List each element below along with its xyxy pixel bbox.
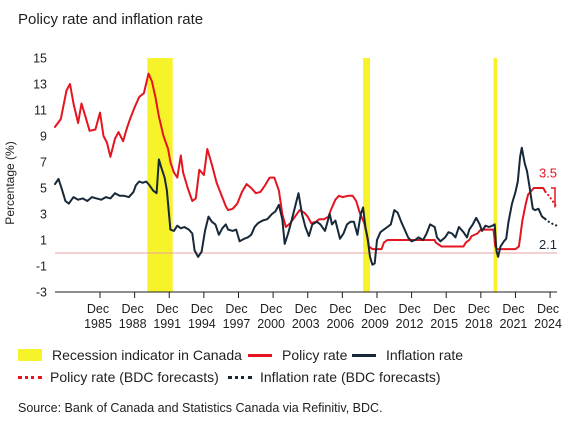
recession-band <box>147 58 173 292</box>
x-tick-label-month: Dec <box>225 302 247 316</box>
legend-recession-label: Recession indicator in Canada <box>52 347 242 363</box>
legend-policy: Policy rate <box>248 347 347 363</box>
inflation-rate-bdc-forecasts-line <box>544 218 559 227</box>
y-tick-label: 13 <box>33 78 47 92</box>
chart-plot: 15131197531-1-3Dec1985Dec1988Dec1991Dec1… <box>3 52 562 332</box>
x-tick-label-month: Dec <box>122 302 144 316</box>
x-tick-label-year: 2021 <box>500 317 528 331</box>
y-axis-label: Percentage (%) <box>3 141 17 224</box>
legend-recession: Recession indicator in Canada <box>18 347 242 363</box>
x-tick-label-month: Dec <box>398 302 420 316</box>
x-tick-label-year: 2000 <box>257 317 285 331</box>
inflation-forecast-swatch <box>228 375 252 379</box>
x-tick-label-month: Dec <box>191 302 213 316</box>
y-tick-label: 9 <box>40 130 47 144</box>
legend-inflation: Inflation rate <box>352 347 463 363</box>
policy-rate-line <box>54 72 547 251</box>
x-tick-label-year: 1988 <box>119 317 147 331</box>
x-tick-label-year: 2024 <box>534 317 562 331</box>
policy-swatch <box>248 353 272 357</box>
x-tick-label-month: Dec <box>260 302 282 316</box>
x-tick-label-month: Dec <box>364 302 386 316</box>
x-tick-label-year: 1997 <box>223 317 251 331</box>
y-tick-label: 7 <box>40 156 47 170</box>
x-tick-label-year: 1991 <box>153 317 181 331</box>
x-tick-label-year: 2018 <box>465 317 493 331</box>
source-note: Source: Bank of Canada and Statistics Ca… <box>18 401 383 415</box>
forecast-value-label: 3.5 <box>539 165 557 180</box>
forecast-value-label: 2.1 <box>539 237 557 252</box>
legend-inflation-forecast-label: Inflation rate (BDC forecasts) <box>260 369 441 385</box>
x-tick-label-month: Dec <box>87 302 109 316</box>
x-tick-label-year: 2003 <box>292 317 320 331</box>
y-tick-label: 11 <box>34 104 47 118</box>
x-tick-label-month: Dec <box>468 302 490 316</box>
y-tick-label: 3 <box>40 208 47 222</box>
y-tick-label: 5 <box>40 182 47 196</box>
x-tick-label-year: 1985 <box>84 317 112 331</box>
recession-band <box>493 58 497 292</box>
legend-policy-label: Policy rate <box>282 347 348 363</box>
y-tick-label: -3 <box>36 286 47 300</box>
x-tick-label-month: Dec <box>156 302 178 316</box>
x-tick-label-year: 2012 <box>396 317 424 331</box>
y-tick-label: -1 <box>36 260 47 274</box>
recession-swatch <box>18 349 42 361</box>
inflation-rate-line <box>54 146 547 266</box>
y-tick-label: 1 <box>40 234 47 248</box>
legend-policy-forecast: Policy rate (BDC forecasts) <box>18 369 219 385</box>
x-tick-label-year: 1994 <box>188 317 216 331</box>
chart-title: Policy rate and inflation rate <box>18 11 204 28</box>
legend-policy-forecast-label: Policy rate (BDC forecasts) <box>50 369 219 385</box>
policy-forecast-swatch <box>18 375 42 379</box>
forecast-bracket <box>551 187 556 208</box>
x-tick-label-year: 2015 <box>430 317 458 331</box>
legend-inflation-label: Inflation rate <box>386 347 464 363</box>
x-tick-label-month: Dec <box>295 302 317 316</box>
x-tick-label-year: 2009 <box>361 317 389 331</box>
y-tick-label: 15 <box>33 52 47 66</box>
legend-inflation-forecast: Inflation rate (BDC forecasts) <box>228 369 441 385</box>
x-tick-label-year: 2006 <box>326 317 354 331</box>
recession-band <box>363 58 371 292</box>
x-tick-label-month: Dec <box>433 302 455 316</box>
inflation-swatch <box>352 353 376 357</box>
x-tick-label-month: Dec <box>502 302 524 316</box>
x-tick-label-month: Dec <box>329 302 351 316</box>
x-tick-label-month: Dec <box>537 302 559 316</box>
